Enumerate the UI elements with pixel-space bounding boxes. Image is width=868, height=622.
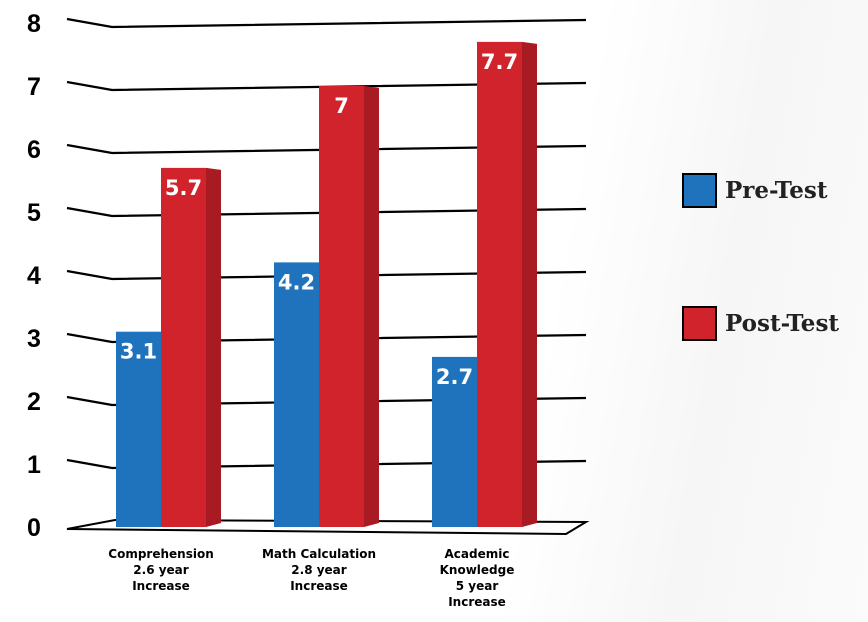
- x-category-label-line: Comprehension: [108, 547, 213, 561]
- bar-post-test-1: 7: [319, 86, 379, 527]
- bar-pre-test-1: 4.2: [274, 262, 319, 527]
- x-category-label-line: 2.6 year: [133, 563, 188, 577]
- bar-side: [364, 86, 379, 527]
- x-category-label-line: Increase: [448, 595, 506, 609]
- bar-side: [522, 41, 537, 528]
- x-category-label-line: Knowledge: [440, 563, 515, 577]
- bar: [477, 41, 522, 528]
- gridline: [66, 395, 587, 407]
- gridline: [66, 332, 587, 344]
- x-category-label-line: Increase: [132, 579, 190, 593]
- legend-label: Pre-Test: [725, 177, 828, 204]
- bar: [432, 356, 477, 527]
- gridline: [66, 269, 587, 281]
- y-tick-label: 7: [27, 73, 41, 101]
- y-tick-label: 1: [27, 451, 41, 479]
- gridline: [66, 80, 587, 92]
- y-tick-label: 2: [27, 388, 41, 416]
- y-tick-label: 6: [27, 136, 41, 164]
- x-category-label-line: Academic: [445, 547, 510, 561]
- x-category-label: Math Calculation 2.8 year Increase: [262, 547, 376, 593]
- chart-floor: [66, 518, 590, 536]
- y-tick-label: 0: [27, 514, 41, 542]
- data-label: 7.7: [481, 50, 518, 74]
- x-category-label-line: Increase: [290, 579, 348, 593]
- gridline: [66, 17, 587, 29]
- gridline: [66, 206, 587, 218]
- x-category-label-line: Math Calculation: [262, 547, 376, 561]
- y-tick-label: 3: [27, 325, 41, 353]
- bar-post-test-2: 7.7: [477, 41, 537, 528]
- legend-swatch: [682, 173, 717, 208]
- y-tick-label: 5: [27, 199, 41, 227]
- legend-item-post-test: Post-Test: [682, 306, 839, 341]
- legend-swatch: [682, 306, 717, 341]
- data-label: 7: [334, 94, 349, 118]
- bar: [116, 331, 161, 527]
- bar-pre-test-2: 2.7: [432, 356, 477, 527]
- x-category-label-line: 2.8 year: [291, 563, 346, 577]
- gridline: [66, 143, 587, 155]
- y-tick-label: 8: [27, 10, 41, 38]
- bar: [161, 167, 206, 527]
- data-label: 5.7: [165, 176, 202, 200]
- data-label: 3.1: [120, 340, 157, 364]
- x-category-label: Comprehension 2.6 year Increase: [108, 547, 213, 593]
- legend-item-pre-test: Pre-Test: [682, 173, 828, 208]
- bar-post-test-0: 5.7: [161, 167, 221, 527]
- bar-side: [206, 167, 221, 527]
- bar: [319, 86, 364, 527]
- data-label: 4.2: [278, 270, 315, 294]
- grid-lines: [66, 17, 587, 470]
- x-category-label-line: 5 year: [456, 579, 499, 593]
- data-label: 2.7: [436, 365, 473, 389]
- bar: [274, 262, 319, 527]
- x-category-label: Academic Knowledge 5 year Increase: [440, 547, 515, 609]
- gridline: [66, 458, 587, 470]
- bar-pre-test-0: 3.1: [116, 331, 161, 527]
- legend-label: Post-Test: [725, 310, 839, 337]
- y-tick-label: 4: [27, 262, 41, 290]
